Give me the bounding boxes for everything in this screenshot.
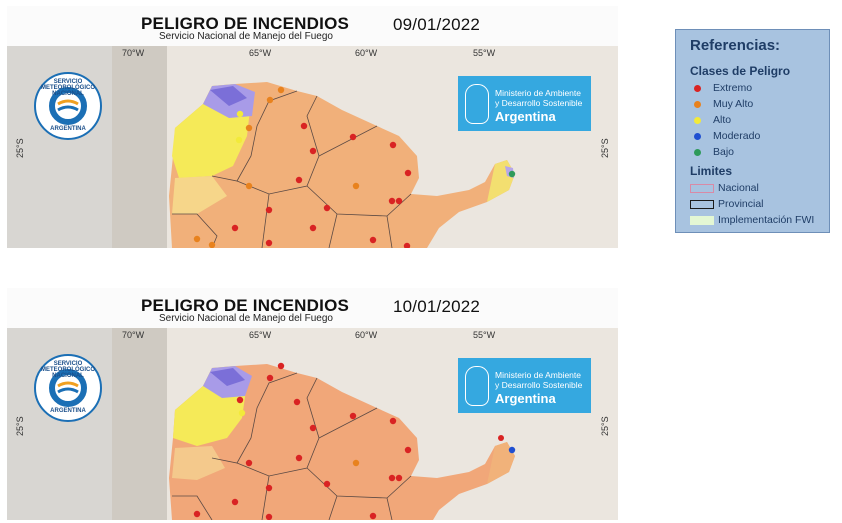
legend-item-nacional: Nacional xyxy=(690,181,759,195)
lon-label: 70°W xyxy=(122,48,145,58)
smn-ring-bottom: ARGENTINA xyxy=(50,408,86,414)
map-subtitle: Servicio Nacional de Manejo del Fuego xyxy=(159,31,333,42)
dark-outline-swatch-icon xyxy=(690,199,714,209)
lon-label: 55°W xyxy=(473,48,496,58)
ministry-logo: Ministerio de Ambiente y Desarrollo Soste… xyxy=(458,358,591,413)
map-legend: Referencias: Clases de Peligro Extremo M… xyxy=(675,29,830,233)
argentina-emblem-icon xyxy=(465,84,489,124)
lon-label: 65°W xyxy=(249,330,272,340)
ministry-country: Argentina xyxy=(495,391,556,406)
map-title: PELIGRO DE INCENDIOS xyxy=(141,14,350,33)
green-dot-icon xyxy=(694,148,701,156)
lon-label: 70°W xyxy=(122,330,145,340)
ministry-name: Ministerio de Ambiente y Desarrollo Soste… xyxy=(495,88,583,108)
fire-danger-map-0901: PELIGRO DE INCENDIOS 09/01/2022 Servicio… xyxy=(7,6,618,248)
legend-title: Referencias: xyxy=(690,37,781,54)
legend-item-moderado: Moderado xyxy=(690,129,760,143)
legend-item-extremo: Extremo xyxy=(690,81,752,95)
legend-item-fwi: Implementación FWI xyxy=(690,213,814,227)
fire-danger-map-1001: PELIGRO DE INCENDIOS 10/01/2022 Servicio… xyxy=(7,288,618,520)
smn-logo: SERVICIO METEOROLÓGICO NACIONAL ARGENTIN… xyxy=(34,72,102,140)
legend-classes-title: Clases de Peligro xyxy=(690,64,791,78)
map-date: 10/01/2022 xyxy=(393,297,481,316)
legend-item-provincial: Provincial xyxy=(690,197,764,211)
smn-logo: SERVICIO METEOROLÓGICO NACIONAL ARGENTIN… xyxy=(34,354,102,422)
smn-ring-top: SERVICIO METEOROLÓGICO NACIONAL xyxy=(41,361,95,379)
lon-label: 65°W xyxy=(249,48,272,58)
legend-item-bajo: Bajo xyxy=(690,145,734,159)
orange-dot-icon xyxy=(694,100,701,108)
red-dot-icon xyxy=(694,84,701,92)
lon-label: 55°W xyxy=(473,330,496,340)
lon-label: 60°W xyxy=(355,48,378,58)
ministry-name: Ministerio de Ambiente y Desarrollo Soste… xyxy=(495,370,583,390)
argentina-emblem-icon xyxy=(465,366,489,406)
map-subtitle: Servicio Nacional de Manejo del Fuego xyxy=(159,313,333,324)
danger-points xyxy=(193,86,516,248)
legend-item-alto: Alto xyxy=(690,113,731,127)
blue-dot-icon xyxy=(694,132,701,140)
lat-label-left: 25°S xyxy=(15,138,25,158)
lat-label-right: 25°S xyxy=(600,416,610,436)
lon-label: 60°W xyxy=(355,330,378,340)
map-date: 09/01/2022 xyxy=(393,15,481,34)
ministry-logo: Ministerio de Ambiente y Desarrollo Soste… xyxy=(458,76,591,131)
map-title: PELIGRO DE INCENDIOS xyxy=(141,296,350,315)
yellow-dot-icon xyxy=(694,116,701,124)
lat-label-right: 25°S xyxy=(600,138,610,158)
legend-limits-title: Limites xyxy=(690,164,733,178)
smn-ring-bottom: ARGENTINA xyxy=(50,126,86,132)
lat-label-left: 25°S xyxy=(15,416,25,436)
legend-item-muy-alto: Muy Alto xyxy=(690,97,753,111)
light-green-swatch-icon xyxy=(690,215,714,225)
danger-points xyxy=(193,362,516,520)
smn-ring-top: SERVICIO METEOROLÓGICO NACIONAL xyxy=(41,79,95,97)
pink-outline-swatch-icon xyxy=(690,183,714,193)
ministry-country: Argentina xyxy=(495,109,556,124)
